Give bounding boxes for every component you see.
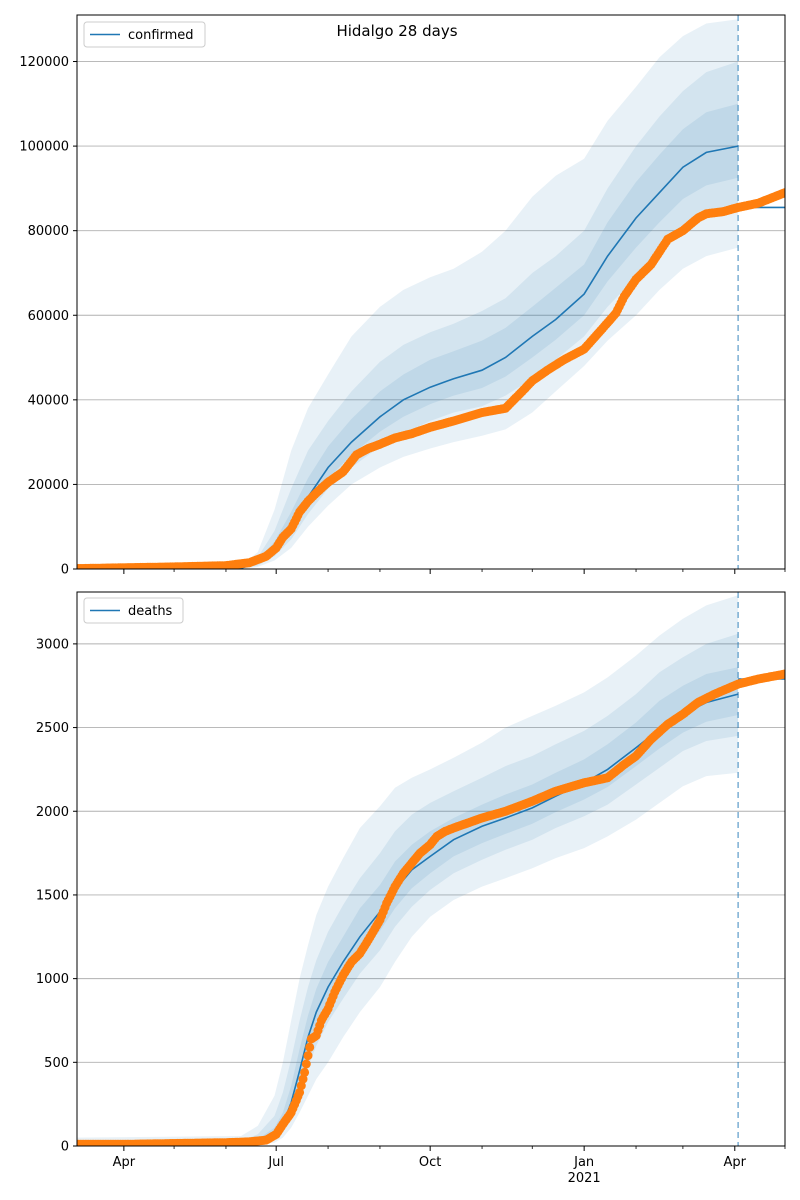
x-tick-label: Oct bbox=[419, 1155, 441, 1170]
y-tick-label: 3000 bbox=[36, 637, 69, 652]
deaths-legend-label: deaths bbox=[128, 604, 173, 619]
interval-band-inner bbox=[77, 103, 739, 569]
x-tick-year-label: 2021 bbox=[568, 1171, 601, 1186]
y-tick-label: 0 bbox=[61, 1140, 69, 1155]
y-tick-label: 2000 bbox=[36, 805, 69, 820]
x-tick-label: Jan bbox=[573, 1155, 594, 1170]
deaths-legend-box bbox=[83, 597, 184, 624]
confirmed-legend-box bbox=[83, 21, 206, 48]
y-tick-label: 1000 bbox=[36, 972, 69, 987]
interval-band-middle bbox=[77, 633, 739, 1146]
interval-band-outer bbox=[77, 19, 739, 569]
deaths-plot-frame bbox=[76, 591, 786, 1147]
deaths-panel: 0 500 1000 1500 2000 2500 3000 Apr Jul Oct Jan2021… bbox=[36, 591, 786, 1186]
confirmed-plot-frame bbox=[76, 14, 786, 570]
y-tick-label: 500 bbox=[44, 1056, 69, 1071]
y-tick-label: 60000 bbox=[28, 309, 69, 324]
observed-point bbox=[780, 188, 785, 198]
deaths-axes: 0 500 1000 1500 2000 2500 3000 Apr Jul Oct Jan2021… bbox=[36, 637, 786, 1186]
confirmed-panel: 0 20000 40000 60000 80000 100000 120000 confir… bbox=[19, 14, 786, 578]
observed-point bbox=[780, 669, 785, 679]
deaths-legend: deaths bbox=[83, 597, 184, 624]
y-tick-label: 0 bbox=[61, 563, 69, 578]
y-tick-label: 1500 bbox=[36, 888, 69, 903]
y-tick-label: 20000 bbox=[28, 478, 69, 493]
observed-point bbox=[303, 1051, 313, 1061]
y-tick-label: 100000 bbox=[19, 140, 69, 155]
confirmed-legend-label: confirmed bbox=[128, 28, 194, 43]
observed-point bbox=[301, 1059, 311, 1069]
x-tick-label: Apr bbox=[724, 1155, 747, 1170]
y-tick-label: 40000 bbox=[28, 393, 69, 408]
confirmed-axes: 0 20000 40000 60000 80000 100000 120000 bbox=[19, 55, 786, 578]
y-tick-label: 2500 bbox=[36, 721, 69, 736]
y-tick-label: 120000 bbox=[19, 55, 69, 70]
chart-title: Hidalgo 28 days bbox=[336, 22, 457, 40]
confirmed-observed-points bbox=[77, 188, 785, 569]
confirmed-legend: confirmed bbox=[83, 21, 206, 48]
observed-point bbox=[300, 1067, 310, 1077]
confirmed-bands bbox=[77, 19, 739, 569]
observed-point bbox=[305, 1042, 315, 1052]
y-tick-label: 80000 bbox=[28, 224, 69, 239]
x-tick-label: Apr bbox=[113, 1155, 136, 1170]
x-tick-label: Jul bbox=[267, 1155, 284, 1170]
interval-band-middle bbox=[77, 61, 739, 569]
deaths-observed-points bbox=[77, 669, 785, 1146]
